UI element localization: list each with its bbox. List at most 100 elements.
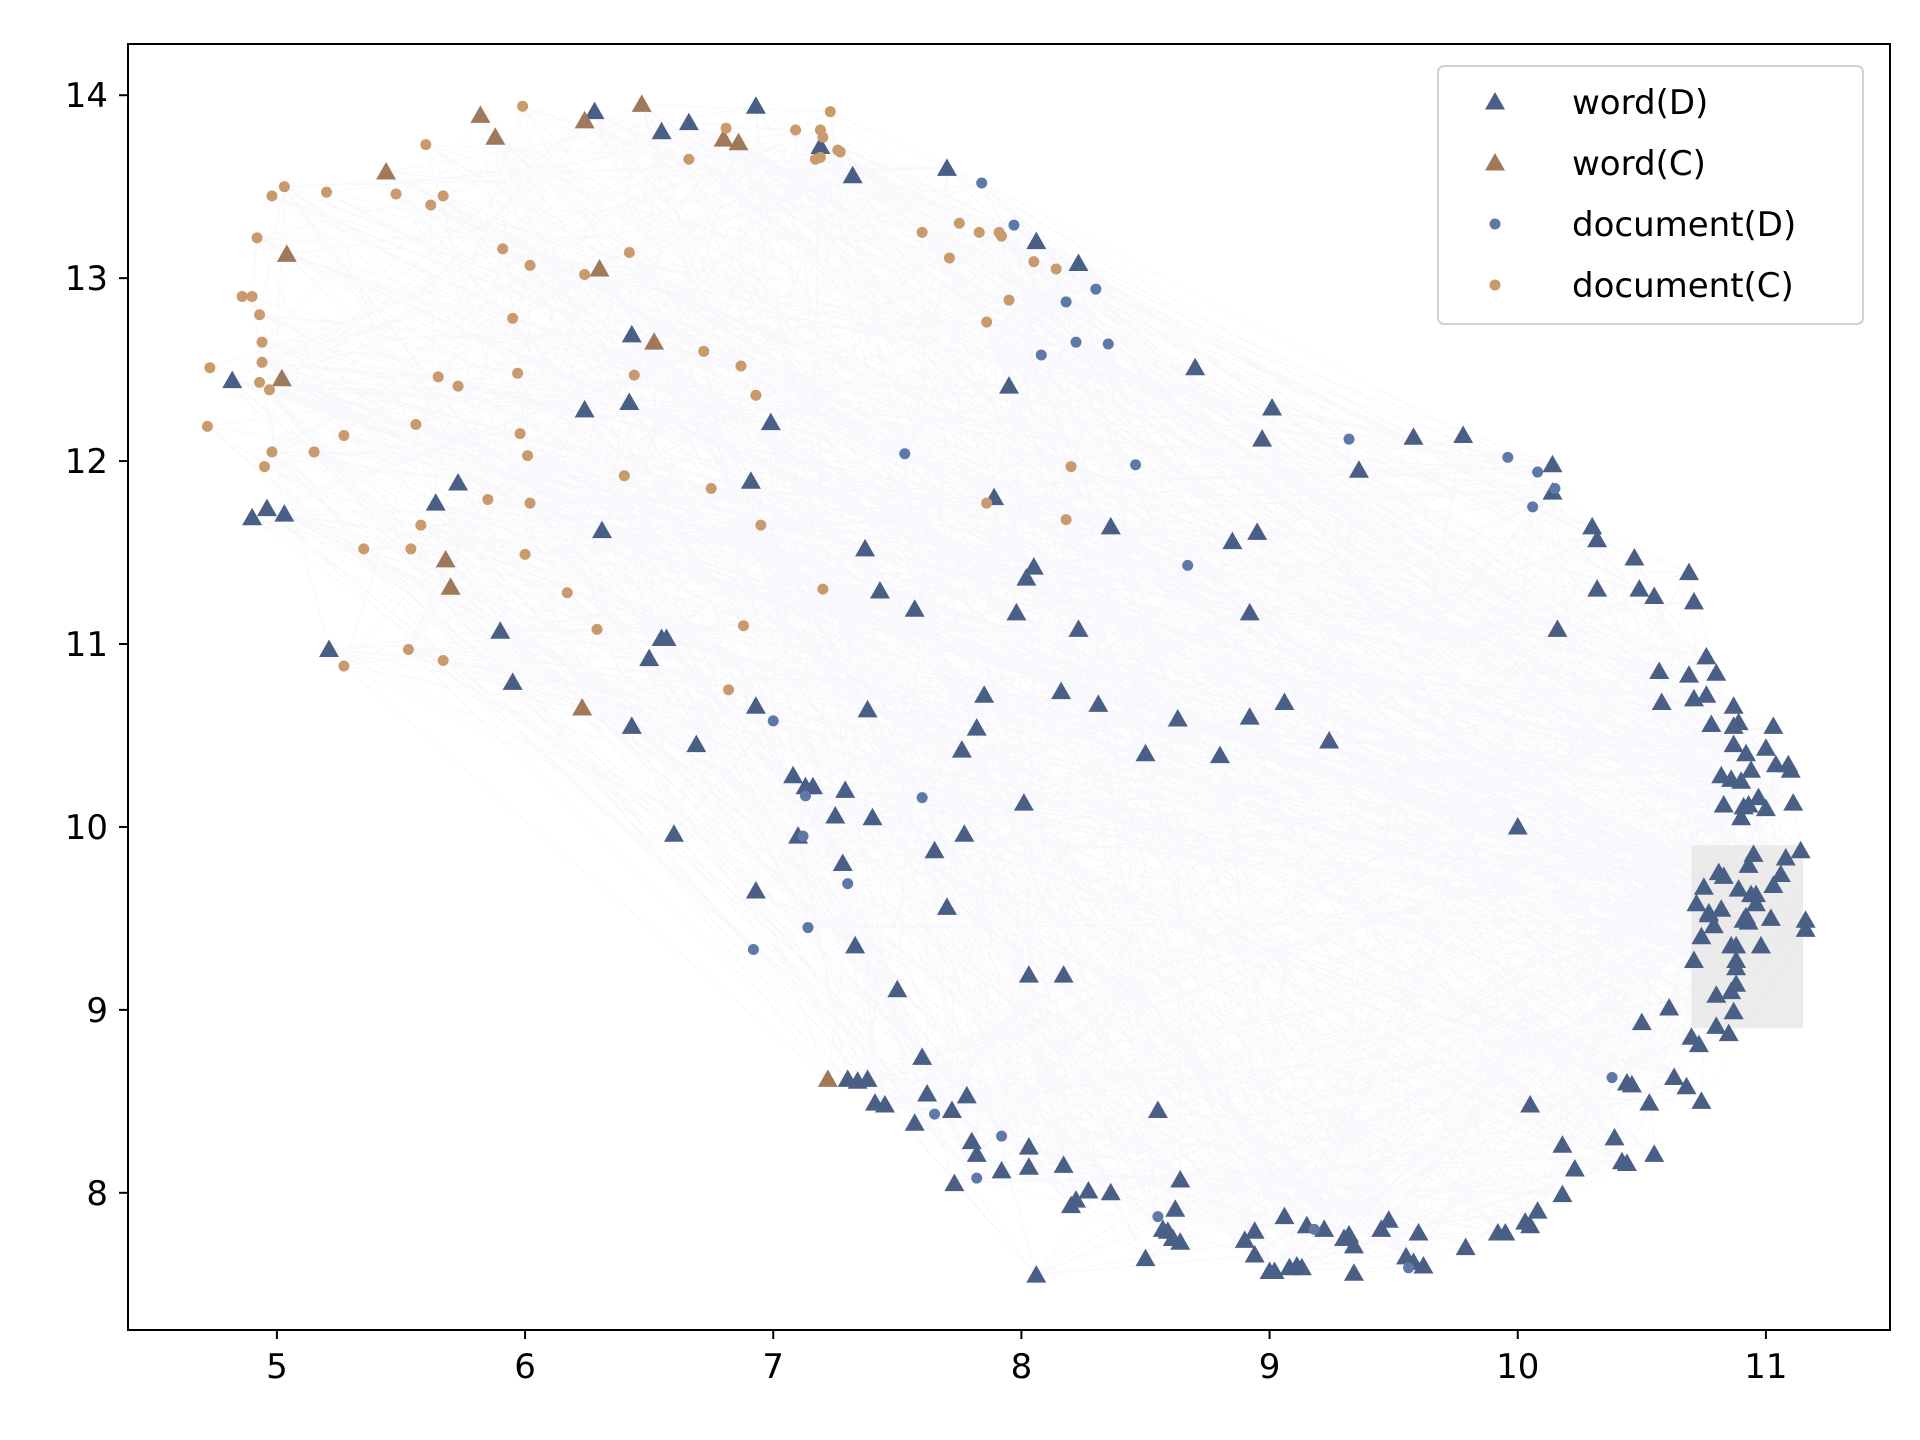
data-point: [628, 369, 640, 381]
data-point: [951, 740, 972, 758]
data-point: [452, 380, 464, 392]
legend-marker: [1485, 92, 1505, 110]
data-point: [1403, 427, 1424, 445]
data-point: [1604, 1127, 1625, 1146]
data-point: [278, 181, 290, 193]
data-point: [1552, 1184, 1573, 1203]
data-point: [470, 105, 491, 123]
data-point: [1016, 568, 1037, 586]
data-point: [1651, 692, 1672, 711]
data-point: [1743, 844, 1764, 862]
data-point: [522, 450, 534, 462]
data-point: [1008, 219, 1020, 231]
data-point: [574, 110, 595, 129]
data-point: [678, 112, 699, 131]
data-point: [1763, 716, 1784, 734]
data-point: [1738, 912, 1759, 930]
data-point: [974, 685, 995, 703]
data-point: [254, 376, 266, 388]
data-point: [723, 684, 735, 696]
data-point: [1035, 349, 1047, 361]
data-point: [1274, 1206, 1295, 1225]
data-point: [1683, 950, 1704, 968]
x-tick-label: 7: [762, 1347, 784, 1387]
data-point: [1775, 848, 1796, 866]
data-point: [1659, 998, 1680, 1016]
data-point: [797, 830, 809, 842]
data-point: [1631, 1012, 1652, 1031]
data-point: [924, 840, 945, 859]
data-point: [1413, 1255, 1434, 1274]
data-point: [254, 309, 266, 321]
data-point: [835, 780, 856, 798]
x-axis: 5 6 7 8 9 10 11: [266, 1330, 1788, 1387]
data-point: [996, 1130, 1008, 1142]
data-point: [1222, 531, 1243, 550]
data-point: [1731, 807, 1752, 826]
data-point: [266, 190, 278, 202]
data-point: [1728, 712, 1749, 731]
data-point: [1165, 1199, 1186, 1217]
data-point: [1066, 1190, 1087, 1208]
data-point: [1780, 760, 1801, 778]
data-point: [855, 538, 876, 557]
data-point: [1520, 1215, 1541, 1234]
x-tick-label: 9: [1259, 1347, 1281, 1387]
data-point: [899, 448, 911, 460]
data-point: [857, 699, 878, 718]
data-point: [842, 165, 863, 184]
data-point: [1244, 1221, 1265, 1239]
data-point: [887, 979, 908, 998]
data-point: [1070, 336, 1082, 348]
data-point: [862, 807, 883, 826]
data-point: [1252, 429, 1273, 447]
data-point: [1371, 1219, 1392, 1237]
data-point: [1453, 425, 1474, 443]
data-point: [1239, 707, 1260, 725]
data-point: [432, 371, 444, 383]
data-point: [1090, 283, 1102, 295]
data-point: [561, 587, 573, 599]
data-point: [1676, 1076, 1697, 1095]
data-point: [1790, 840, 1811, 859]
data-point: [425, 493, 446, 511]
data-point: [1693, 877, 1714, 895]
data-point: [1696, 646, 1717, 665]
data-point: [1629, 579, 1650, 597]
data-point: [1018, 965, 1039, 983]
y-tick-label: 10: [65, 808, 108, 848]
data-point: [953, 217, 965, 229]
data-point: [490, 621, 511, 639]
data-point: [1170, 1232, 1191, 1250]
data-point: [1741, 760, 1762, 778]
data-point: [1755, 798, 1776, 817]
data-point: [1018, 1157, 1039, 1175]
data-point: [973, 226, 985, 238]
data-point: [448, 473, 469, 491]
data-point: [1068, 253, 1089, 272]
data-point: [482, 493, 494, 505]
data-point: [1706, 985, 1727, 1003]
data-point: [1723, 734, 1744, 753]
data-point: [579, 268, 591, 280]
data-point: [809, 153, 821, 165]
data-point: [943, 252, 955, 264]
y-tick-label: 14: [65, 76, 108, 116]
data-point: [686, 734, 707, 753]
data-point: [1736, 743, 1757, 762]
data-point: [1053, 965, 1074, 983]
data-point: [276, 244, 297, 262]
network-edges: [207, 103, 1807, 1276]
x-tick-label: 11: [1744, 1347, 1787, 1387]
data-point: [524, 259, 536, 271]
data-point: [842, 878, 854, 890]
data-point: [266, 446, 278, 458]
data-point: [747, 944, 759, 956]
y-tick-label: 9: [86, 991, 108, 1031]
x-tick-label: 6: [514, 1347, 536, 1387]
data-point: [1247, 522, 1268, 540]
data-point: [435, 549, 456, 568]
data-point: [845, 935, 866, 954]
points-layer: [201, 94, 1816, 1283]
